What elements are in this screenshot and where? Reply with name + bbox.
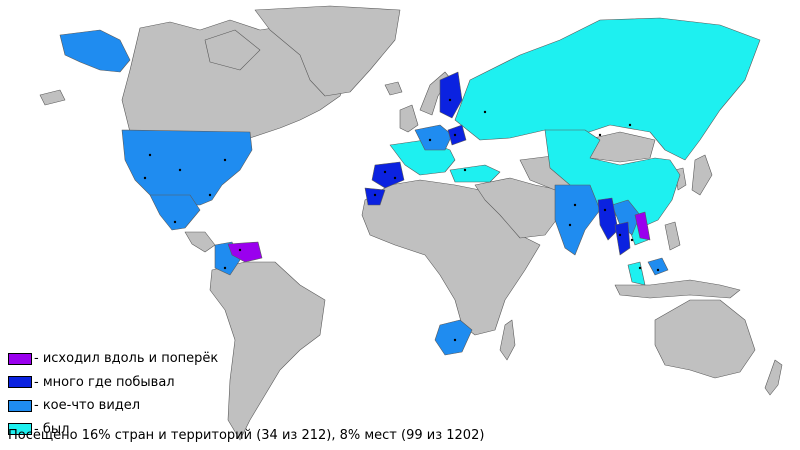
city-dot: [383, 170, 387, 174]
land-thailand: [614, 221, 631, 256]
land-madagascar: [499, 319, 516, 361]
land-indonesia: [614, 279, 741, 299]
city-dot: [238, 248, 242, 252]
land-new-zealand: [764, 359, 783, 396]
city-dot: [173, 220, 177, 224]
legend-label-much: - много где побывал: [34, 374, 175, 390]
city-dot: [573, 203, 577, 207]
city-dots: [143, 98, 660, 342]
city-dot: [463, 168, 467, 172]
land-australia: [654, 299, 756, 379]
city-dot: [598, 133, 602, 137]
legend-item-explored: - исходил вдоль и поперёк: [8, 347, 218, 371]
legend-swatch-much: [8, 376, 32, 389]
land-greenland: [254, 5, 401, 97]
land-malaysia: [627, 261, 646, 286]
city-dot: [656, 268, 660, 272]
land-central-america: [184, 231, 216, 253]
land-alaska: [59, 29, 131, 73]
city-dot: [223, 266, 227, 270]
city-dot: [453, 338, 457, 342]
city-dot: [453, 133, 457, 137]
land-arctic-islands: [204, 29, 261, 71]
land-finland: [439, 71, 463, 119]
land-morocco: [364, 187, 386, 206]
land-uk: [399, 104, 419, 133]
city-dot: [448, 98, 452, 102]
land-venezuela: [227, 241, 263, 263]
land-belarus-ukraine: [447, 124, 467, 146]
land-africa: [361, 179, 541, 336]
legend-label-explored: - исходил вдоль и поперёк: [34, 351, 219, 367]
legend-label-been: - был: [34, 421, 70, 437]
land-turkey: [449, 164, 501, 183]
land-philippines: [664, 221, 681, 251]
legend-item-been: - был: [8, 418, 218, 442]
land-mexico: [149, 194, 201, 231]
visit-summary: Посещено 16% стран и территорий (34 из 2…: [8, 428, 485, 443]
legend-item-some: - кое-что видел: [8, 394, 218, 418]
city-dot: [373, 193, 377, 197]
land-spain: [371, 161, 405, 189]
land-india: [554, 184, 601, 256]
legend-swatch-been: [8, 423, 32, 436]
land-japan: [691, 154, 713, 196]
city-dot: [208, 193, 212, 197]
land-middle-east: [474, 177, 561, 239]
land-south-africa: [434, 319, 473, 356]
city-dot: [603, 208, 607, 212]
map-legend: - исходил вдоль и поперёк - много где по…: [8, 347, 218, 441]
land-indonesia-west: [647, 257, 669, 276]
city-dot: [393, 176, 397, 180]
legend-item-much: - много где побывал: [8, 371, 218, 395]
land-alaska-tip: [39, 89, 66, 106]
city-dot: [178, 168, 182, 172]
land-south-america: [209, 261, 326, 441]
city-dot: [223, 158, 227, 162]
legend-swatch-some: [8, 399, 32, 412]
land-myanmar: [597, 197, 619, 241]
land-usa: [121, 129, 253, 206]
region-much: [364, 71, 631, 256]
city-dot: [630, 238, 634, 242]
city-dot: [618, 233, 622, 237]
city-dot: [628, 123, 632, 127]
unvisited-land: [39, 5, 783, 441]
land-vietnam-south: [634, 211, 651, 241]
region-some: [59, 29, 669, 356]
legend-swatch-explored: [8, 352, 32, 365]
land-europe-central: [414, 124, 453, 151]
legend-label-some: - кое-что видел: [34, 398, 141, 414]
city-dot: [638, 266, 642, 270]
city-dot: [568, 223, 572, 227]
city-dot: [148, 153, 152, 157]
city-dot: [483, 110, 487, 114]
city-dot: [143, 176, 147, 180]
region-been: [389, 17, 761, 286]
land-iceland: [384, 81, 403, 96]
city-dot: [428, 138, 432, 142]
region-explored: [227, 211, 651, 263]
land-vietnam-laos: [611, 199, 641, 236]
